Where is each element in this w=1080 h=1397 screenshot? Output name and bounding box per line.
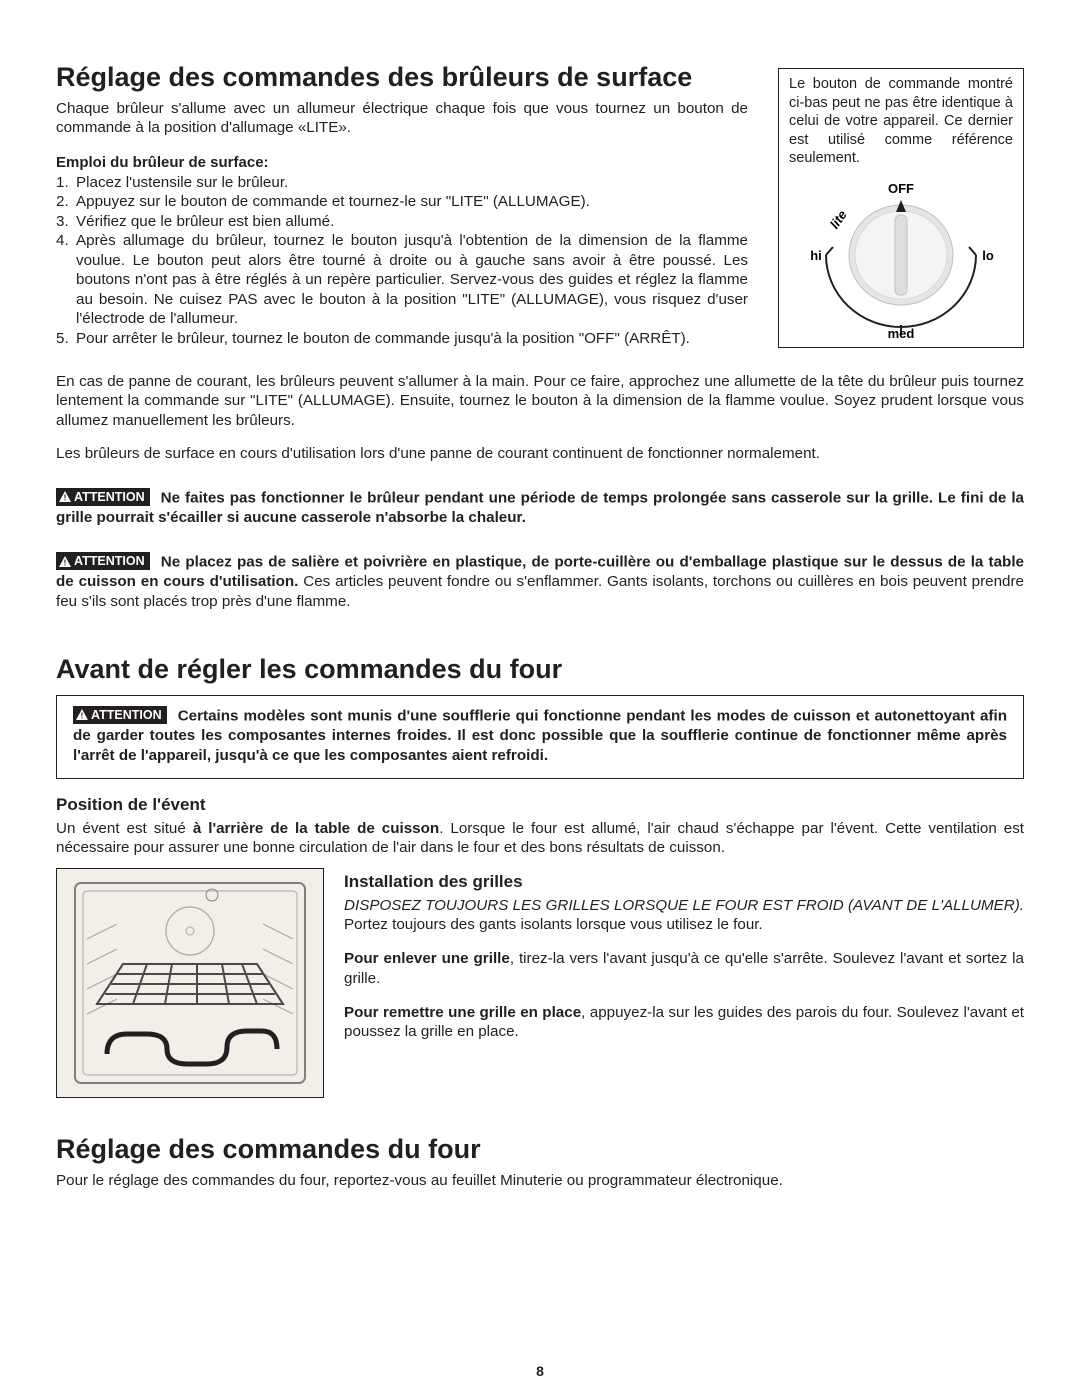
attention-badge: ! ATTENTION: [56, 488, 150, 506]
section3-title: Réglage des commandes du four: [56, 1134, 1024, 1165]
knob-lite-label: lite: [827, 207, 850, 231]
attention-badge: ! ATTENTION: [56, 552, 150, 570]
grilles-place-b: Pour remettre une grille en place: [344, 1004, 581, 1021]
page-number: 8: [0, 1363, 1080, 1379]
grilles-remove: Pour enlever une grille, tirez-la vers l…: [344, 949, 1024, 989]
section1-subhead: Emploi du brûleur de surface:: [56, 154, 748, 171]
oven-rack-illustration: [56, 868, 324, 1098]
attention-label: ATTENTION: [74, 489, 145, 505]
step-4: Après allumage du brûleur, tournez le bo…: [56, 231, 748, 328]
warning-icon: !: [76, 709, 88, 720]
step-5: Pour arrêter le brûleur, tournez le bout…: [56, 329, 748, 348]
section2-box: ! ATTENTION Certains modèles sont munis …: [56, 695, 1024, 779]
attention-1-text: Ne faites pas fonctionner le brûleur pen…: [56, 489, 1024, 526]
grilles-after-italic: Portez toujours des gants isolants lorsq…: [344, 916, 763, 933]
knob-box: Le bouton de commande montré ci-bas peut…: [778, 68, 1024, 348]
step-3: Vérifiez que le brûleur est bien allumé.: [56, 212, 748, 231]
para-normal: Les brûleurs de surface en cours d'utili…: [56, 444, 1024, 463]
step-2: Appuyez sur le bouton de commande et tou…: [56, 192, 748, 211]
attention-1: ! ATTENTION Ne faites pas fonctionner le…: [56, 488, 1024, 528]
steps-list: Placez l'ustensile sur le brûleur. Appuy…: [56, 173, 748, 348]
warning-icon: !: [59, 491, 71, 502]
knob-diagram: OFF lite hi lo med: [796, 180, 1006, 340]
knob-lo-label: lo: [982, 248, 994, 263]
warning-icon: !: [59, 556, 71, 567]
knob-med-label: med: [888, 326, 915, 340]
svg-text:!: !: [81, 712, 84, 721]
svg-text:!: !: [64, 558, 67, 567]
para-power: En cas de panne de courant, les brûleurs…: [56, 372, 1024, 430]
attention-label: ATTENTION: [91, 707, 162, 723]
knob-caption: Le bouton de commande montré ci-bas peut…: [779, 69, 1023, 176]
vent-bold: à l'arrière de la table de cuisson: [193, 820, 439, 837]
attention-2: ! ATTENTION Ne placez pas de salière et …: [56, 552, 1024, 612]
vent-text: Un évent est situé à l'arrière de la tab…: [56, 819, 1024, 858]
section2-title: Avant de régler les commandes du four: [56, 654, 1024, 685]
grilles-place: Pour remettre une grille en place, appuy…: [344, 1003, 1024, 1043]
grilles-intro: DISPOSEZ TOUJOURS LES GRILLES LORSQUE LE…: [344, 896, 1024, 936]
attention-label: ATTENTION: [74, 553, 145, 569]
section1-title: Réglage des commandes des brûleurs de su…: [56, 62, 748, 93]
grilles-italic: DISPOSEZ TOUJOURS LES GRILLES LORSQUE LE…: [344, 897, 1024, 914]
knob-hi-label: hi: [810, 248, 822, 263]
attention-badge: ! ATTENTION: [73, 706, 167, 724]
knob-off-label: OFF: [888, 181, 914, 196]
grilles-heading: Installation des grilles: [344, 872, 1024, 892]
section3-text: Pour le réglage des commandes du four, r…: [56, 1171, 1024, 1190]
vent-heading: Position de l'évent: [56, 795, 1024, 815]
vent-pre: Un évent est situé: [56, 820, 193, 837]
svg-text:!: !: [64, 494, 67, 503]
grilles-remove-b: Pour enlever une grille: [344, 950, 510, 967]
step-1: Placez l'ustensile sur le brûleur.: [56, 173, 748, 192]
section1-intro: Chaque brûleur s'allume avec un allumeur…: [56, 99, 748, 138]
section2-box-text: Certains modèles sont munis d'une souffl…: [73, 707, 1007, 764]
